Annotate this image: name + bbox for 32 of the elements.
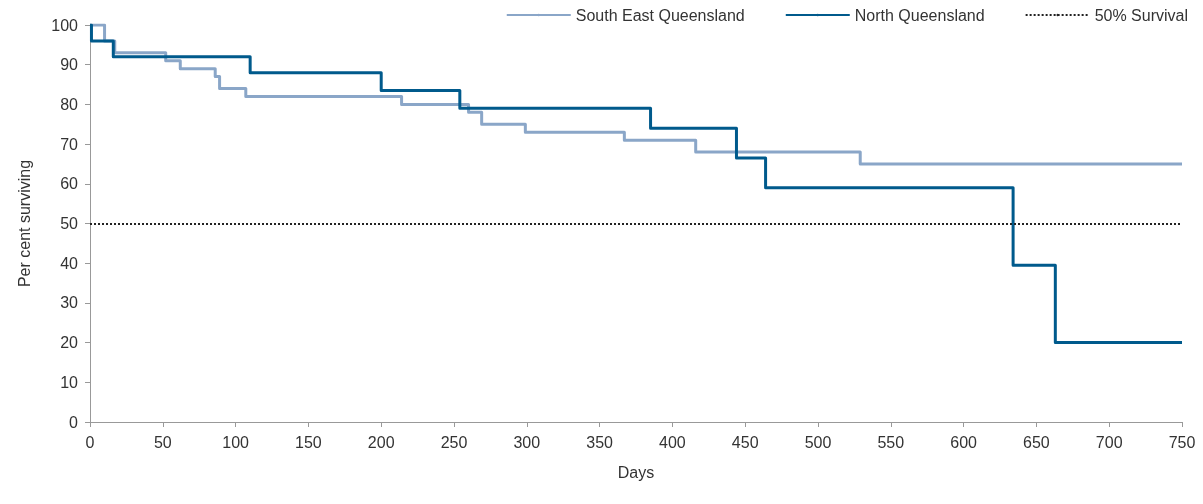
x-tick-label: 350 (586, 433, 614, 451)
x-axis-title: Days (617, 463, 655, 481)
y-tick-label: 10 (60, 373, 79, 391)
legend-label: South East Queensland (575, 6, 745, 24)
x-tick-label: 400 (659, 433, 686, 451)
x-tick-label: 150 (295, 433, 322, 451)
y-tick-label: 100 (51, 16, 79, 34)
y-tick-label: 50 (60, 215, 79, 232)
y-tick-label: 60 (60, 175, 79, 193)
x-tick-label: 750 (1168, 433, 1196, 451)
x-tick-label: 450 (731, 433, 759, 451)
y-tick-label: 30 (60, 294, 79, 312)
legend-label: North Queensland (854, 6, 985, 24)
x-tick-label: 550 (877, 433, 905, 451)
x-tick-label: 100 (222, 433, 250, 451)
x-tick-label: 700 (1095, 433, 1123, 451)
y-tick-label: 90 (60, 56, 79, 74)
x-tick-label: 600 (950, 433, 978, 451)
y-tick-label: 20 (60, 334, 79, 352)
y-tick-label: 0 (69, 413, 79, 431)
y-tick-label: 80 (60, 95, 79, 113)
y-tick-label: 40 (60, 254, 79, 272)
x-tick-label: 500 (804, 433, 832, 451)
x-tick-label: 0 (85, 433, 95, 451)
x-tick-label: 250 (440, 433, 468, 451)
legend-label: 50% Survival (1094, 6, 1188, 24)
x-tick-label: 200 (367, 433, 395, 451)
y-axis-title: Per cent surviving (15, 159, 33, 288)
x-tick-label: 300 (513, 433, 541, 451)
x-tick-label: 50 (153, 433, 172, 451)
x-tick-label: 650 (1023, 433, 1050, 451)
y-tick-label: 70 (60, 135, 79, 153)
